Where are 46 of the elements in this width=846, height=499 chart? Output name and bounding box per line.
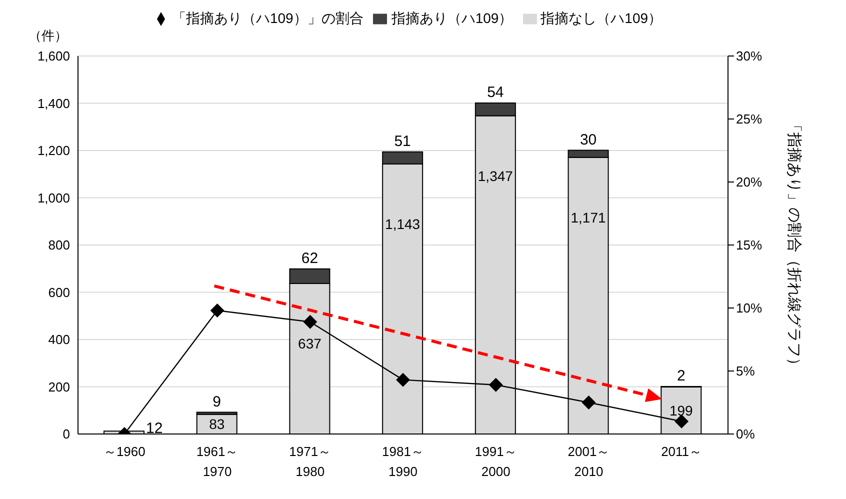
data-label: 54 — [487, 84, 504, 102]
y-tick-label: 1,400 — [37, 96, 70, 111]
data-label: 30 — [580, 131, 597, 148]
data-label: 1,347 — [478, 168, 514, 184]
y-tick-label: 1,200 — [37, 143, 70, 158]
data-label: 9 — [212, 393, 222, 410]
y-tick-label: 1,600 — [37, 48, 70, 64]
x-tick-label: ～1960 — [103, 444, 146, 459]
data-label: 637 — [298, 336, 322, 352]
y2-tick-label: 10% — [736, 300, 762, 316]
x-tick-label: 2011～ — [661, 444, 702, 459]
data-label: 62 — [301, 250, 318, 267]
y2-tick-label: 30% — [736, 48, 762, 64]
y2-tick-label: 25% — [736, 112, 762, 127]
x-tick-label: 1991～ 2000 — [474, 444, 517, 479]
y-tick-label: 0 — [62, 426, 70, 442]
y2-tick-label: 0% — [736, 426, 756, 442]
x-tick-label: 1961～ 1970 — [196, 444, 238, 479]
y-tick-label: 600 — [48, 284, 70, 300]
y-tick-label: 200 — [48, 379, 70, 394]
y-tick-label: 1,000 — [37, 190, 70, 206]
data-label: 199 — [669, 402, 694, 418]
data-label: 1,171 — [570, 209, 606, 226]
y2-tick-label: 15% — [736, 238, 762, 253]
y-tick-label: 800 — [48, 238, 70, 253]
legend-label: 「指摘あり（ハ109）」の割合 — [172, 10, 364, 26]
point — [582, 396, 596, 410]
data-label: 51 — [394, 132, 411, 150]
y-axis-title: （件） — [28, 28, 68, 43]
point — [210, 304, 224, 318]
point — [396, 372, 410, 387]
legend-label: 指摘なし（ハ109） — [540, 10, 662, 26]
y2-axis-title: 「指摘あり」の割合（折れ線グラフ） — [786, 118, 802, 372]
point — [303, 314, 318, 329]
y-tick-label: 400 — [48, 332, 70, 348]
data-label: 1,143 — [385, 216, 420, 232]
x-tick-label: 1971～ 1980 — [289, 444, 332, 479]
x-tick-label: 1981～ 1990 — [382, 444, 424, 479]
legend-label: 指摘あり（ハ109） — [391, 10, 513, 26]
y2-tick-label: 5% — [736, 364, 756, 379]
data-label: 83 — [209, 416, 225, 432]
y2-tick-label: 20% — [736, 174, 762, 190]
data-label: 2 — [676, 368, 686, 385]
point — [488, 378, 503, 392]
data-label: 12 — [146, 420, 163, 437]
x-tick-label: 2001～ 2010 — [568, 444, 610, 479]
